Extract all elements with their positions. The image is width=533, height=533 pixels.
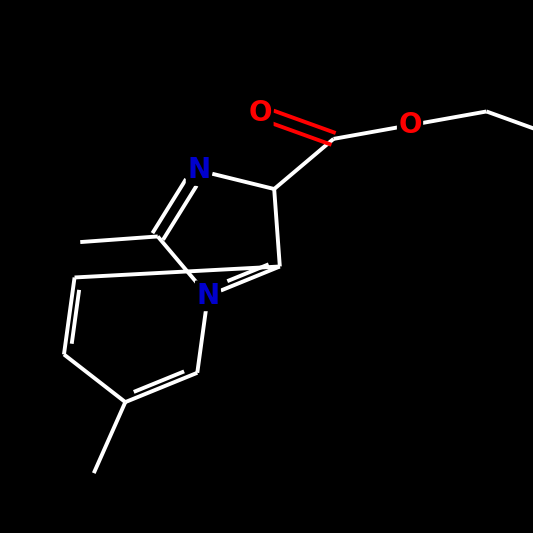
Text: O: O — [398, 111, 422, 139]
Text: N: N — [196, 282, 220, 310]
Text: N: N — [187, 156, 211, 184]
Text: O: O — [249, 99, 272, 126]
